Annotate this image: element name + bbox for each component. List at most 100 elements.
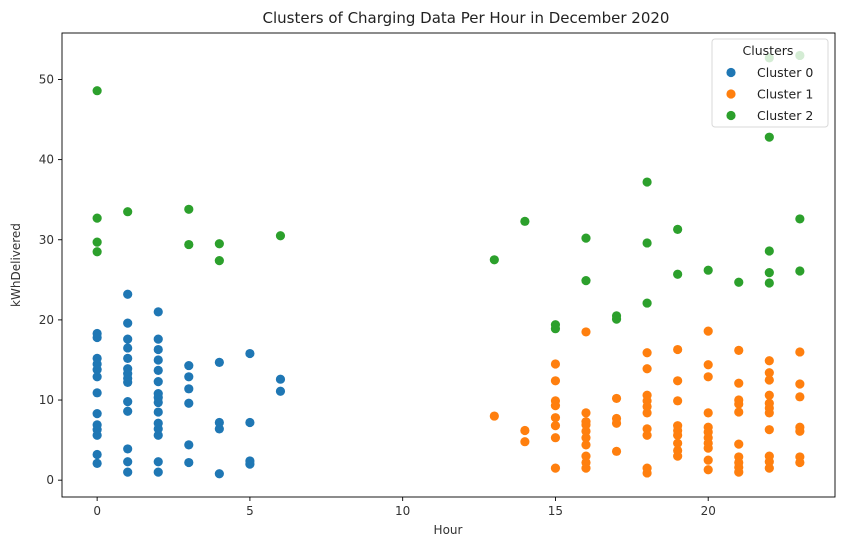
data-point: [550, 413, 561, 423]
data-point: [581, 433, 591, 443]
data-point: [550, 359, 561, 369]
data-point: [214, 357, 224, 367]
x-tick-label: 5: [246, 504, 254, 518]
legend-label: Cluster 0: [757, 65, 813, 80]
data-point: [673, 421, 683, 431]
chart-title: Clusters of Charging Data Per Hour in De…: [263, 9, 670, 27]
data-point: [703, 408, 713, 418]
data-point: [153, 418, 163, 428]
data-point: [642, 430, 652, 440]
data-point: [673, 376, 683, 386]
data-point: [153, 355, 163, 365]
data-point: [611, 446, 622, 456]
data-point: [764, 398, 774, 408]
data-point: [550, 396, 561, 406]
data-point: [123, 318, 133, 328]
data-point: [795, 266, 805, 276]
data-point: [184, 384, 194, 394]
data-point: [550, 421, 561, 431]
data-point: [275, 231, 286, 241]
data-point: [642, 364, 652, 374]
legend-label: Cluster 1: [757, 87, 813, 102]
series-1: [489, 326, 805, 478]
data-point: [673, 438, 683, 448]
data-point: [673, 344, 683, 355]
data-point: [92, 86, 102, 96]
legend-title: Clusters: [743, 43, 794, 58]
data-point: [703, 455, 713, 465]
data-point: [734, 345, 744, 355]
data-point: [92, 328, 102, 339]
series-0: [92, 289, 286, 479]
data-point: [153, 365, 163, 375]
data-point: [153, 407, 163, 417]
x-tick-label: 10: [395, 504, 410, 518]
data-point: [123, 207, 133, 217]
x-tick-label: 20: [701, 504, 716, 518]
data-point: [703, 465, 713, 475]
data-point: [703, 265, 713, 275]
y-tick-label: 30: [39, 233, 54, 247]
data-point: [734, 439, 744, 449]
data-point: [550, 320, 561, 330]
data-point: [275, 374, 286, 384]
data-point: [520, 437, 530, 447]
data-point: [214, 417, 224, 428]
data-point: [764, 356, 774, 366]
data-point: [92, 388, 102, 398]
data-point: [245, 348, 255, 359]
data-point: [734, 277, 744, 287]
data-point: [764, 268, 774, 278]
data-point: [642, 424, 652, 434]
data-point: [153, 307, 163, 317]
y-tick-label: 0: [46, 473, 54, 487]
data-point: [92, 449, 102, 460]
legend: Clusters Cluster 0 Cluster 1 Cluster 2: [711, 38, 829, 128]
data-point: [214, 255, 224, 266]
data-point: [123, 457, 133, 467]
x-tick-label: 15: [548, 504, 563, 518]
plot-frame: [61, 32, 836, 498]
plot-area: [61, 32, 836, 498]
legend-marker: [726, 89, 736, 99]
data-point: [153, 377, 163, 387]
data-point: [489, 255, 499, 265]
data-point: [611, 413, 622, 424]
data-point: [184, 372, 194, 382]
data-point: [581, 276, 591, 286]
data-point: [764, 368, 774, 378]
data-point: [153, 389, 163, 399]
data-point: [581, 451, 591, 461]
data-point: [92, 237, 102, 247]
data-point: [642, 390, 652, 400]
data-point: [764, 246, 774, 256]
legend-marker: [726, 110, 736, 121]
data-point: [673, 224, 683, 234]
y-tick-label: 20: [39, 313, 54, 327]
data-point: [764, 463, 774, 473]
data-point: [734, 452, 744, 462]
data-point: [245, 417, 255, 428]
data-point: [550, 433, 561, 443]
data-point: [550, 463, 561, 473]
data-point: [92, 247, 102, 257]
data-point: [795, 214, 805, 224]
data-point: [153, 457, 163, 467]
data-point: [642, 408, 652, 418]
data-point: [184, 398, 194, 408]
data-point: [795, 422, 805, 432]
data-point: [703, 372, 713, 382]
data-point: [764, 451, 774, 461]
data-point: [92, 372, 102, 382]
data-point: [611, 311, 622, 321]
data-point: [581, 327, 591, 337]
data-point: [489, 411, 499, 421]
data-point: [611, 393, 622, 404]
data-point: [764, 132, 774, 142]
x-axis-label: Hour: [434, 523, 463, 537]
data-point: [581, 457, 591, 468]
data-point: [734, 407, 744, 417]
data-point: [673, 269, 683, 279]
data-point: [642, 298, 652, 308]
